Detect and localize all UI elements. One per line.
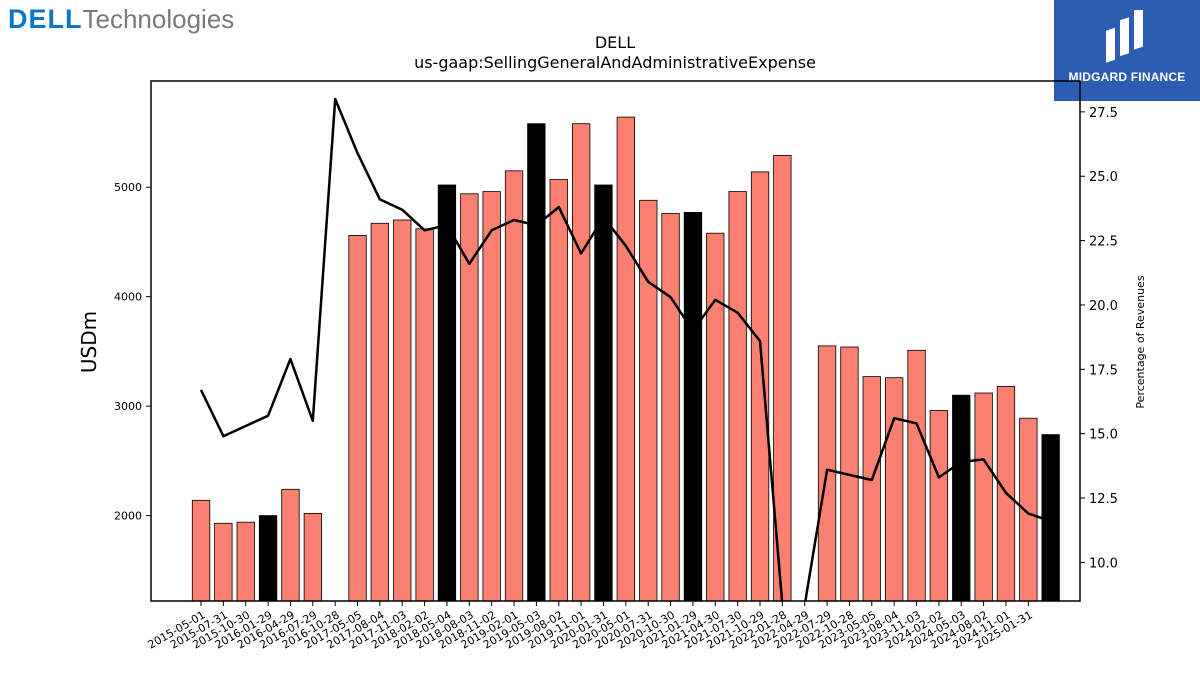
bar <box>594 184 613 602</box>
right-y-axis: 10.0 12.5 15.0 17.5 20.0 22.5 25.0 27.5 <box>1080 106 1118 571</box>
plot-frame <box>150 80 1081 602</box>
midgard-finance-name: MIDGARD FINANCE <box>1068 70 1186 84</box>
y2-tick-label: 15.0 <box>1089 428 1118 443</box>
bar <box>370 222 390 602</box>
bar <box>191 499 211 602</box>
bar <box>236 521 255 602</box>
bar <box>549 179 568 602</box>
bar <box>281 488 300 602</box>
bar <box>258 515 278 602</box>
bar <box>639 199 658 602</box>
chart-title: DELL <box>595 33 635 52</box>
left-y-axis: 2000 3000 4000 5000 <box>114 181 151 523</box>
bar <box>862 376 881 602</box>
y2-tick-label: 12.5 <box>1089 492 1118 507</box>
y-tick-label: 4000 <box>114 291 142 304</box>
bar <box>303 513 323 602</box>
bar <box>683 211 703 602</box>
y2-tick-label: 10.0 <box>1089 556 1118 571</box>
dell-technologies-logo: DELLTechnologies <box>8 4 234 35</box>
bar <box>974 392 993 602</box>
y2-axis-label: Percentage of Revenues <box>1134 275 1147 408</box>
bar <box>504 170 524 602</box>
y2-tick-label: 27.5 <box>1089 106 1118 121</box>
y-tick-label: 2000 <box>114 510 142 523</box>
bar <box>616 116 635 602</box>
bar <box>572 123 591 602</box>
bar <box>885 377 904 602</box>
bar <box>706 232 725 602</box>
bar <box>214 522 233 602</box>
bar <box>728 191 747 602</box>
y2-tick-label: 22.5 <box>1089 235 1118 250</box>
y-tick-label: 5000 <box>114 181 142 194</box>
chart-subtitle: us-gaap:SellingGeneralAndAdministrativeE… <box>414 53 816 72</box>
y-tick-label: 3000 <box>114 400 142 413</box>
bar <box>415 228 434 602</box>
midgard-mark-icon <box>1106 10 1143 63</box>
y2-tick-label: 20.0 <box>1089 299 1118 314</box>
y2-tick-label: 17.5 <box>1089 363 1118 378</box>
bar <box>952 394 971 602</box>
technologies-logo-word: Technologies <box>82 4 235 34</box>
bar <box>348 234 367 602</box>
bar <box>750 171 770 602</box>
dell-logo-word: DELL <box>8 4 83 34</box>
midgard-finance-logo: MIDGARD FINANCE <box>1054 0 1200 101</box>
y-axis-label: USDm <box>77 311 101 373</box>
bar <box>929 410 948 602</box>
bar <box>393 219 412 602</box>
bar <box>661 213 680 602</box>
bar <box>1019 417 1038 602</box>
y2-tick-label: 25.0 <box>1089 170 1118 185</box>
bar <box>907 349 926 602</box>
percent-of-revenue-line <box>199 97 1052 601</box>
bar <box>527 123 546 602</box>
x-axis: 2015-05-012015-07-312015-10-302016-01-29… <box>146 601 1035 652</box>
bar-series <box>191 116 1060 602</box>
percent-of-revenue-series <box>199 97 1052 601</box>
bar <box>437 184 457 602</box>
bar <box>482 191 501 602</box>
